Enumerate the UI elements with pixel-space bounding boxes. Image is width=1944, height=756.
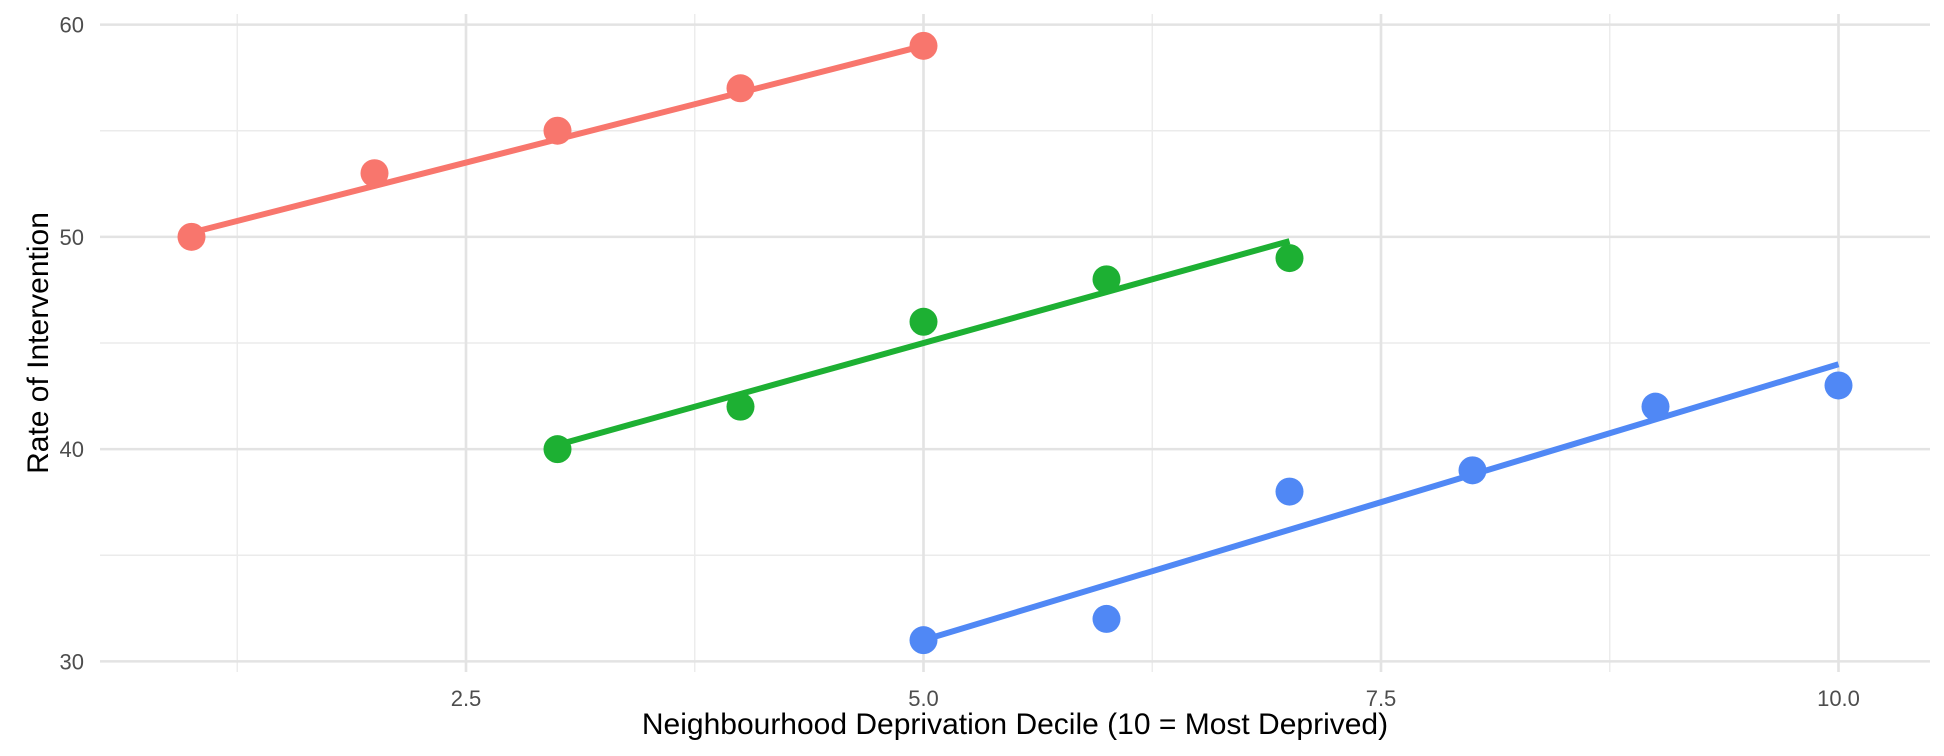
major-gridlines xyxy=(100,14,1930,672)
x-tick-label: 10.0 xyxy=(1817,686,1860,711)
y-tick-label: 50 xyxy=(60,225,84,250)
y-axis-ticks: 30 40 50 60 xyxy=(60,13,84,675)
y-tick-label: 30 xyxy=(60,649,84,674)
data-point-series-2 xyxy=(909,307,938,336)
fit-line-series-2 xyxy=(556,238,1291,448)
y-tick-label: 40 xyxy=(60,437,84,462)
x-tick-label: 7.5 xyxy=(1366,686,1397,711)
data-point-series-1 xyxy=(177,222,206,251)
minor-gridlines xyxy=(100,14,1930,672)
data-point-series-2 xyxy=(1092,265,1121,294)
x-tick-label: 2.5 xyxy=(451,686,482,711)
data-point-series-3 xyxy=(1824,371,1853,400)
data-point-series-1 xyxy=(543,116,572,145)
y-axis-title: Rate of Intervention xyxy=(22,212,55,474)
fit-line-series-3 xyxy=(922,361,1840,644)
data-point-series-3 xyxy=(1092,604,1121,633)
data-point-series-2 xyxy=(1275,244,1304,273)
x-tick-label: 5.0 xyxy=(908,686,939,711)
data-point-series-3 xyxy=(1458,456,1487,485)
data-point-series-1 xyxy=(360,159,389,188)
data-point-series-1 xyxy=(726,74,755,103)
y-tick-label: 60 xyxy=(60,13,84,38)
x-axis-title: Neighbourhood Deprivation Decile (10 = M… xyxy=(642,708,1388,741)
data-point-series-3 xyxy=(909,626,938,655)
data-point-series-2 xyxy=(726,392,755,421)
data-point-series-3 xyxy=(1641,392,1670,421)
x-axis-ticks: 2.5 5.0 7.5 10.0 xyxy=(451,686,1860,711)
data-point-series-2 xyxy=(543,435,572,464)
data-points xyxy=(177,31,1853,655)
data-point-series-1 xyxy=(909,31,938,60)
data-point-series-3 xyxy=(1275,477,1304,506)
